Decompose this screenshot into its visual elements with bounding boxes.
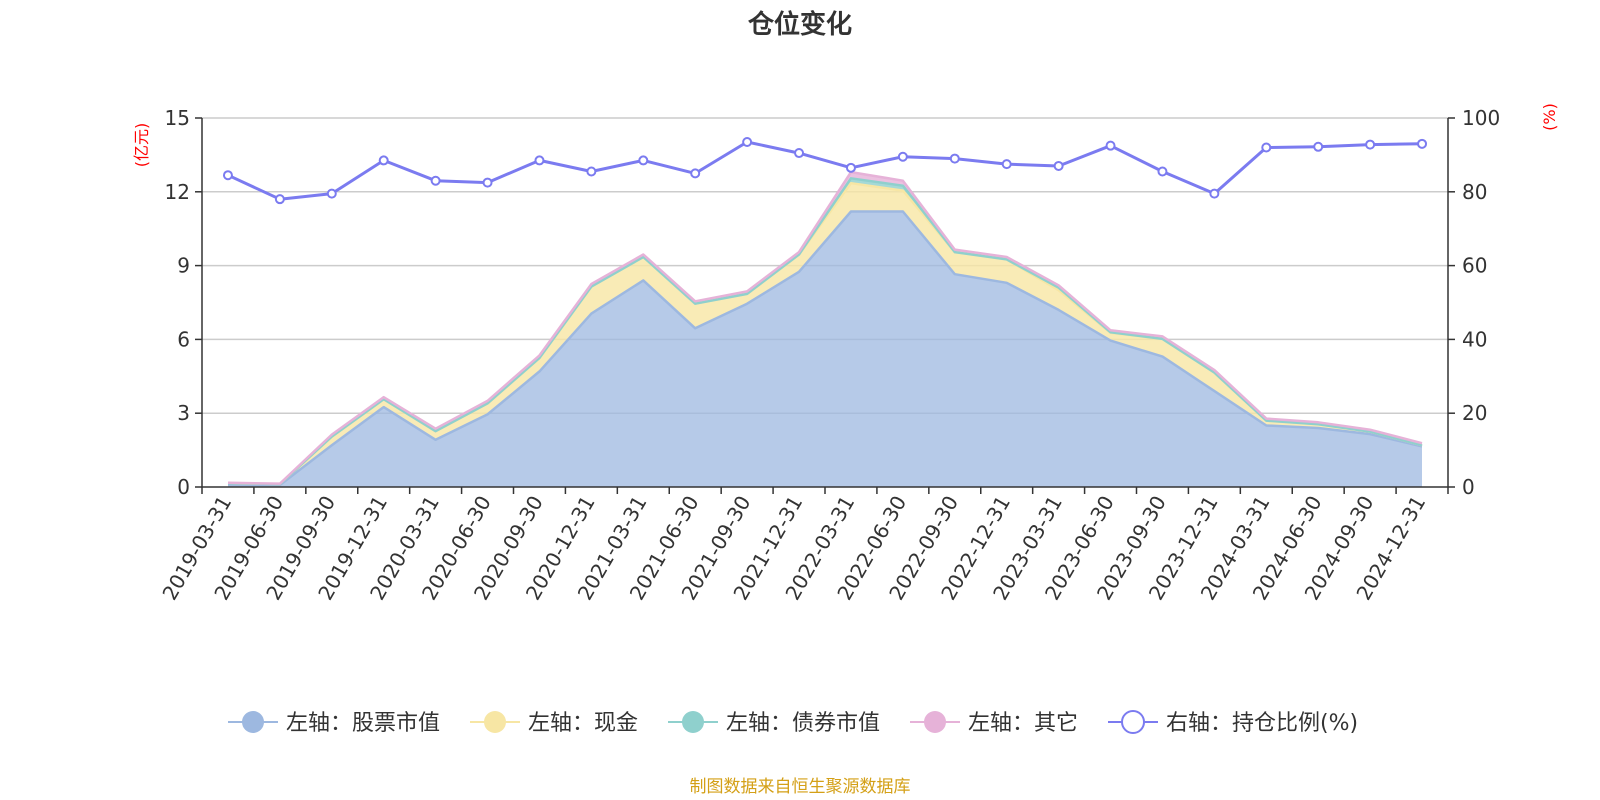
position-ratio-point bbox=[534, 155, 545, 166]
right-axis-tick-label: 60 bbox=[1462, 254, 1487, 278]
position-ratio-point bbox=[1001, 159, 1012, 170]
legend-label: 左轴：债券市值 bbox=[726, 711, 880, 736]
left-axis-unit-label: (亿元) bbox=[132, 123, 151, 168]
filled-circle-icon bbox=[242, 711, 264, 733]
position-ratio-point bbox=[586, 166, 597, 177]
right-axis-unit-label: (%) bbox=[1540, 103, 1559, 131]
position-ratio-point bbox=[1209, 188, 1220, 199]
left-axis-tick-label: 12 bbox=[165, 180, 190, 204]
position-ratio-point bbox=[845, 162, 856, 173]
legend-item: 左轴：现金 bbox=[470, 711, 638, 736]
left-axis-tick-label: 9 bbox=[177, 254, 190, 278]
position-ratio-point bbox=[690, 168, 701, 179]
position-ratio-point bbox=[638, 155, 649, 166]
right-axis-tick-label: 0 bbox=[1462, 475, 1475, 499]
position-ratio-point bbox=[897, 151, 908, 162]
right-axis-tick-label: 80 bbox=[1462, 180, 1487, 204]
stock-value-line bbox=[227, 210, 1423, 487]
left-axis-tick-label: 6 bbox=[177, 327, 190, 351]
position-ratio-point bbox=[274, 194, 285, 205]
legend-item: 右轴：持仓比例(%) bbox=[1108, 710, 1358, 736]
right-axis-tick-label: 100 bbox=[1462, 106, 1500, 130]
position-ratio-point bbox=[742, 136, 753, 147]
position-ratio-point bbox=[1157, 166, 1168, 177]
position-ratio-point bbox=[378, 155, 389, 166]
position-ratio-point bbox=[949, 153, 960, 164]
position-ratio-point bbox=[1417, 138, 1428, 149]
position-ratio-point bbox=[1053, 160, 1064, 171]
ratio-line-layer bbox=[222, 136, 1428, 205]
hollow-circle-icon bbox=[1121, 710, 1145, 734]
left-axis-tick-label: 15 bbox=[165, 106, 190, 130]
bond-value-line bbox=[227, 177, 1423, 486]
left-axis-tick-label: 0 bbox=[177, 475, 190, 499]
legend-label: 左轴：股票市值 bbox=[286, 711, 440, 736]
legend-label: 左轴：现金 bbox=[528, 711, 638, 736]
legend-item: 左轴：股票市值 bbox=[228, 711, 440, 736]
stock-value-area bbox=[228, 211, 1422, 487]
data-source-note: 制图数据来自恒生聚源数据库 bbox=[690, 777, 911, 797]
position-ratio-line bbox=[227, 140, 1423, 201]
left-axis-tick-label: 3 bbox=[177, 401, 190, 425]
filled-circle-icon bbox=[924, 711, 946, 733]
position-ratio-point bbox=[1365, 139, 1376, 150]
position-ratio-point bbox=[1105, 140, 1116, 151]
position-ratio-point bbox=[326, 188, 337, 199]
legend-item: 左轴：债券市值 bbox=[668, 711, 880, 736]
right-axis-tick-label: 20 bbox=[1462, 401, 1487, 425]
chart-title: 仓位变化 bbox=[747, 9, 852, 40]
position-ratio-point bbox=[222, 170, 233, 181]
filled-circle-icon bbox=[682, 711, 704, 733]
stacked-area-layer bbox=[227, 170, 1423, 487]
legend: 左轴：股票市值 左轴：现金 左轴：债券市值 左轴：其它 右轴：持仓比例(%) bbox=[228, 710, 1358, 736]
legend-label: 左轴：其它 bbox=[968, 711, 1078, 736]
position-ratio-point bbox=[482, 177, 493, 188]
filled-circle-icon bbox=[484, 711, 506, 733]
position-ratio-point bbox=[794, 148, 805, 159]
legend-item: 左轴：其它 bbox=[910, 711, 1078, 736]
other-line bbox=[227, 170, 1423, 485]
position-ratio-point bbox=[1261, 142, 1272, 153]
legend-label: 右轴：持仓比例(%) bbox=[1166, 711, 1358, 736]
position-ratio-point bbox=[430, 175, 441, 186]
right-axis-tick-label: 40 bbox=[1462, 327, 1487, 351]
position-ratio-point bbox=[1313, 141, 1324, 152]
